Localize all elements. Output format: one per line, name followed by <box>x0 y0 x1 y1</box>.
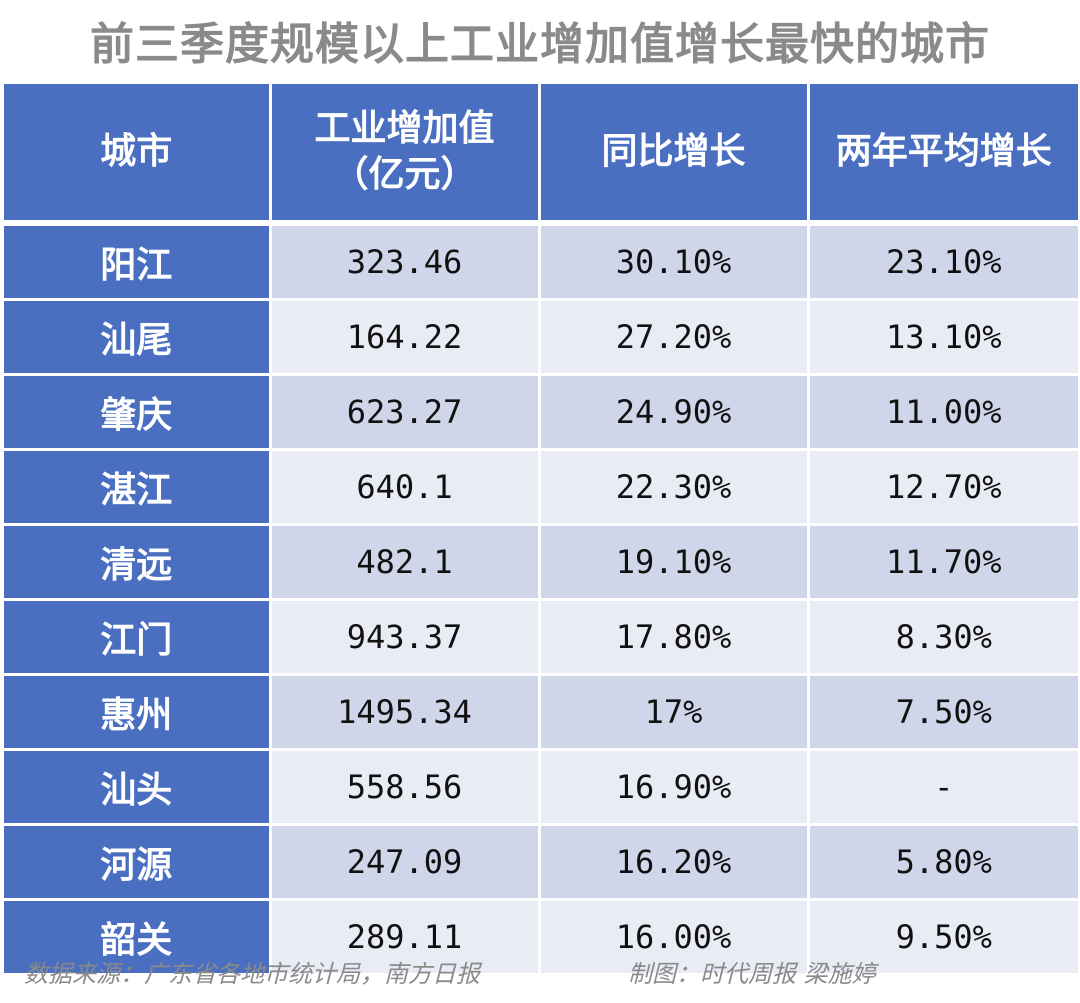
table-row: 汕尾 164.22 27.20% 13.10% <box>4 299 1078 376</box>
two-year-avg-cell: 9.50% <box>808 899 1078 976</box>
table-row: 清远 482.1 19.10% 11.70% <box>4 524 1078 601</box>
column-header-city: 城市 <box>4 84 272 226</box>
table-row: 河源 247.09 16.20% 5.80% <box>4 824 1078 901</box>
industrial-value-cell: 482.1 <box>270 524 541 601</box>
table-row: 阳江 323.46 30.10% 23.10% <box>4 223 1078 301</box>
industrial-value-cell: 323.46 <box>270 223 541 301</box>
column-header-two-year-avg: 两年平均增长 <box>808 84 1078 226</box>
industrial-value-cell: 640.1 <box>270 449 541 526</box>
table-row: 韶关 289.11 16.00% 9.50% <box>4 899 1078 976</box>
city-cell: 湛江 <box>4 449 272 526</box>
column-header-city-label: 城市 <box>100 131 173 172</box>
two-year-avg-cell: 12.70% <box>808 449 1078 526</box>
column-header-yoy-growth: 同比增长 <box>539 84 810 226</box>
two-year-avg-cell: 7.50% <box>808 674 1078 751</box>
city-cell: 韶关 <box>4 899 272 976</box>
city-cell: 汕头 <box>4 749 272 826</box>
header-row: 城市 工业增加值 （亿元） 同比增长 两年平均增长 <box>4 84 1078 226</box>
yoy-growth-cell: 30.10% <box>539 223 810 301</box>
two-year-avg-cell: 13.10% <box>808 299 1078 376</box>
column-header-industrial-value: 工业增加值 （亿元） <box>270 84 541 226</box>
table-body: 阳江 323.46 30.10% 23.10% 汕尾 164.22 27.20% 13.10%… <box>4 223 1078 976</box>
city-cell: 江门 <box>4 599 272 676</box>
data-source-note: 数据来源：广东省各地市统计局，南方日报 <box>24 960 480 988</box>
industrial-value-cell: 943.37 <box>270 599 541 676</box>
column-header-industrial-value-label: 工业增加值 <box>314 108 495 149</box>
city-cell: 肇庆 <box>4 374 272 451</box>
yoy-growth-cell: 17.80% <box>539 599 810 676</box>
yoy-growth-cell: 17% <box>539 674 810 751</box>
two-year-avg-cell: - <box>808 749 1078 826</box>
industrial-value-cell: 558.56 <box>270 749 541 826</box>
chart-title: 前三季度规模以上工业增加值增长最快的城市 <box>90 19 990 70</box>
city-cell: 惠州 <box>4 674 272 751</box>
column-header-two-year-avg-label: 两年平均增长 <box>835 131 1052 172</box>
yoy-growth-cell: 16.20% <box>539 824 810 901</box>
industrial-value-cell: 623.27 <box>270 374 541 451</box>
city-cell: 汕尾 <box>4 299 272 376</box>
table-row: 肇庆 623.27 24.90% 11.00% <box>4 374 1078 451</box>
industrial-value-cell: 289.11 <box>270 899 541 976</box>
yoy-growth-cell: 24.90% <box>539 374 810 451</box>
data-table: 城市 工业增加值 （亿元） 同比增长 两年平均增长 阳江 323.46 30.10%… <box>4 84 1078 976</box>
table-row: 湛江 640.1 22.30% 12.70% <box>4 449 1078 526</box>
industrial-value-cell: 164.22 <box>270 299 541 376</box>
two-year-avg-cell: 8.30% <box>808 599 1078 676</box>
yoy-growth-cell: 16.90% <box>539 749 810 826</box>
column-header-yoy-growth-label: 同比增长 <box>601 131 746 172</box>
column-header-industrial-value-unit: （亿元） <box>332 154 477 195</box>
chart-credit: 制图：时代周报 梁施婷 <box>628 960 876 988</box>
industrial-value-cell: 1495.34 <box>270 674 541 751</box>
table-header: 城市 工业增加值 （亿元） 同比增长 两年平均增长 <box>4 84 1078 226</box>
city-cell: 阳江 <box>4 223 272 301</box>
city-cell: 清远 <box>4 524 272 601</box>
yoy-growth-cell: 22.30% <box>539 449 810 526</box>
yoy-growth-cell: 19.10% <box>539 524 810 601</box>
yoy-growth-cell: 27.20% <box>539 299 810 376</box>
yoy-growth-cell: 16.00% <box>539 899 810 976</box>
industrial-value-cell: 247.09 <box>270 824 541 901</box>
two-year-avg-cell: 23.10% <box>808 223 1078 301</box>
city-cell: 河源 <box>4 824 272 901</box>
two-year-avg-cell: 11.70% <box>808 524 1078 601</box>
table-row: 汕头 558.56 16.90% - <box>4 749 1078 826</box>
table-row: 江门 943.37 17.80% 8.30% <box>4 599 1078 676</box>
table-row: 惠州 1495.34 17% 7.50% <box>4 674 1078 751</box>
two-year-avg-cell: 11.00% <box>808 374 1078 451</box>
two-year-avg-cell: 5.80% <box>808 824 1078 901</box>
